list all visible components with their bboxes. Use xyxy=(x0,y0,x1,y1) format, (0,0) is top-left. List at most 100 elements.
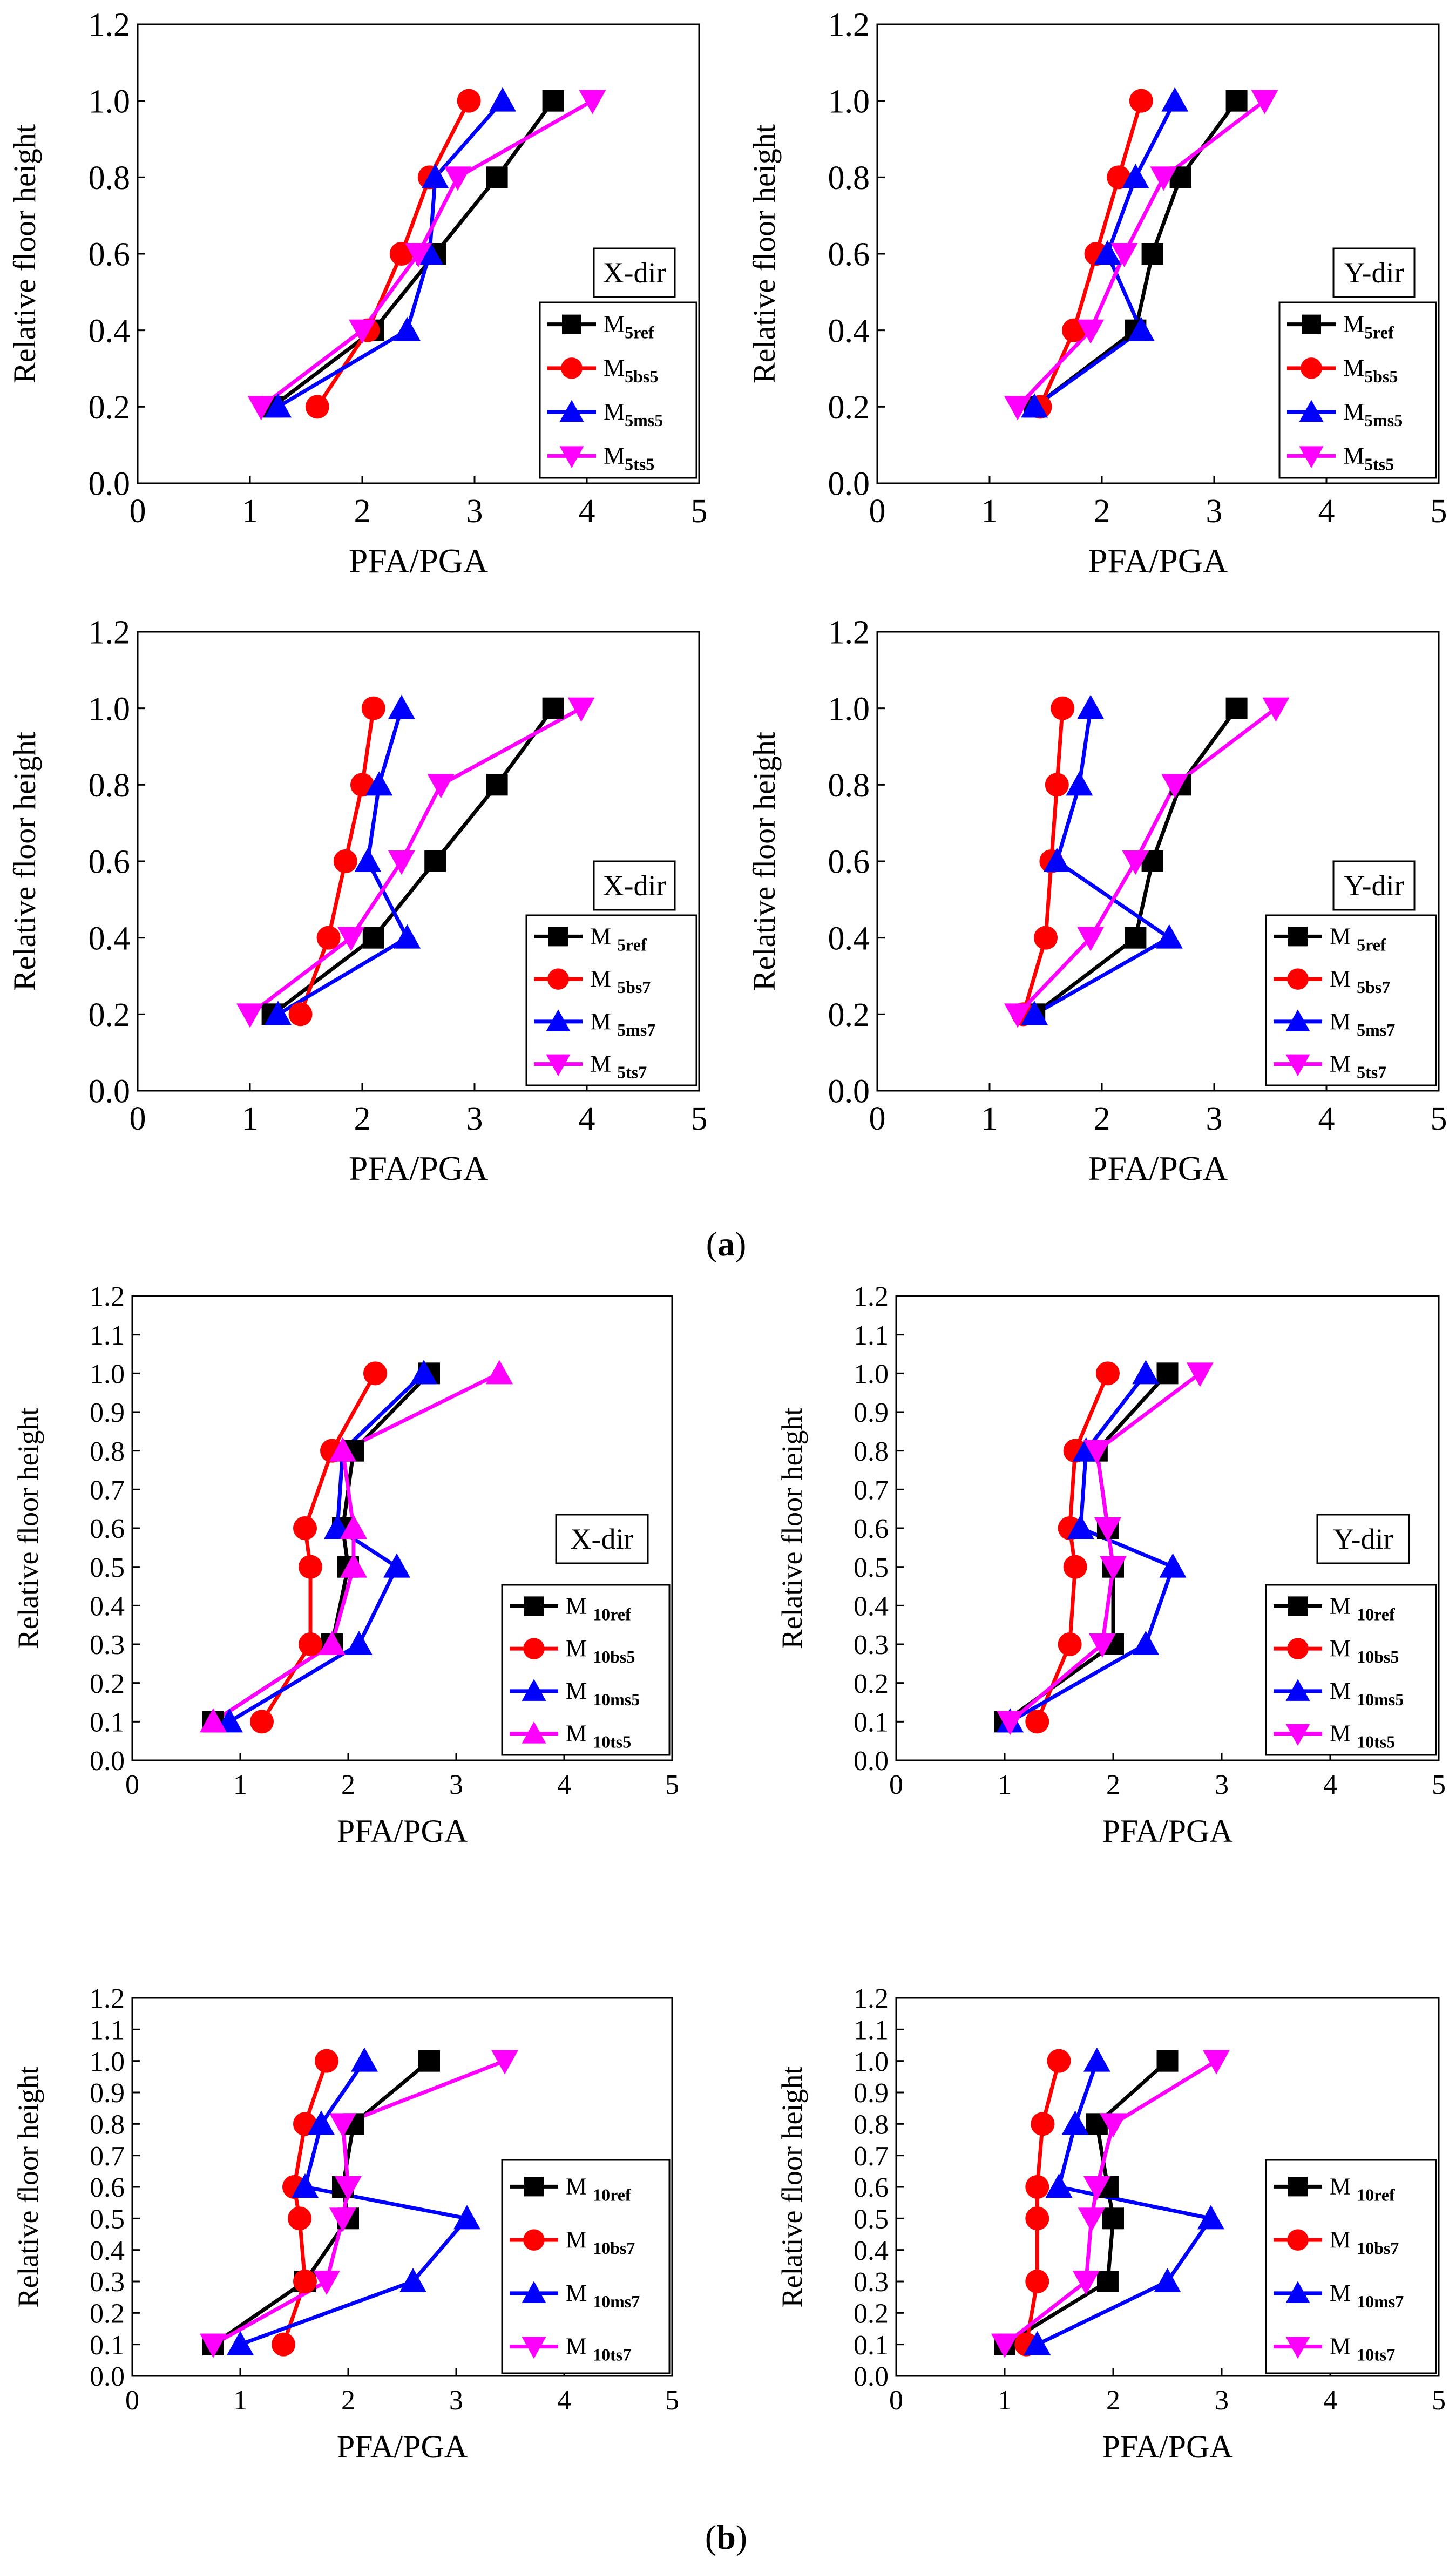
y-tick-label: 0.7 xyxy=(90,1475,125,1506)
y-tick-label: 1.0 xyxy=(89,83,131,120)
data-point-ms xyxy=(1021,393,1048,418)
data-point-ts xyxy=(1100,2113,1127,2138)
legend-label-subscript: 5ts5 xyxy=(1364,454,1394,474)
legend-label-main: M xyxy=(590,1008,617,1035)
x-tick-label: 3 xyxy=(1215,2385,1229,2416)
y-tick-label: 0.7 xyxy=(90,2141,125,2172)
legend-label-main: M xyxy=(604,399,625,425)
data-point-ms xyxy=(1161,87,1189,112)
y-tick-label: 0.3 xyxy=(854,2267,889,2298)
legend-label-subscript: 10ms7 xyxy=(1357,2292,1404,2311)
legend-marker-ts xyxy=(522,1721,546,1744)
x-tick-label: 1 xyxy=(233,2385,247,2416)
chart-panel-3: 0 1 2 3 4 5 0.0 0.2 0.4 0.6 0.8 1.0 1.2 PFA/PGA Relati… xyxy=(7,615,708,1187)
legend-label-ms: M5ms5 xyxy=(604,399,663,430)
legend-label-subscript: 5ref xyxy=(617,935,647,954)
legend-marker-ref xyxy=(1288,927,1308,947)
data-point-bs xyxy=(288,2206,311,2231)
chart-panel-8: 0 1 2 3 4 50.00.10.20.30.40.50.60.70.80.91.01… xyxy=(776,1983,1446,2465)
data-point-bs xyxy=(1058,1632,1082,1656)
legend-marker-ts xyxy=(522,2337,546,2359)
series-line-bs xyxy=(1024,2060,1061,2345)
legend-label-subscript: 5ts7 xyxy=(1357,1063,1386,1082)
y-tick-label: 0.4 xyxy=(90,2236,125,2266)
legend-label-ts: M 10ts7 xyxy=(1330,2333,1395,2365)
legend-label-subscript: 10ts7 xyxy=(1357,2345,1395,2365)
data-point-ms xyxy=(388,694,415,719)
legend-marker-bs xyxy=(523,1638,545,1659)
x-tick-label: 4 xyxy=(1318,493,1335,530)
direction-label-box xyxy=(1316,1514,1410,1564)
legend-label-ref: M 10ref xyxy=(566,1592,631,1624)
data-point-ref xyxy=(1225,697,1248,719)
x-tick-label: 0 xyxy=(130,1100,146,1137)
legend-label-main: M xyxy=(590,1051,617,1077)
legend-label-subscript: 5bs7 xyxy=(617,977,651,997)
x-tick-label: 0 xyxy=(889,1770,903,1800)
y-tick-label: 0.9 xyxy=(854,1397,889,1428)
data-point-ms xyxy=(410,1360,437,1385)
legend-label-bs: M5bs5 xyxy=(604,355,658,386)
series-line-ms xyxy=(1009,1372,1175,1724)
y-tick-label: 1.2 xyxy=(90,1281,125,1312)
data-point-ms xyxy=(227,2331,254,2355)
legend-marker-ref xyxy=(1288,1596,1308,1616)
x-tick-label: 5 xyxy=(665,1770,679,1800)
legend-label-ts: M5ts5 xyxy=(1343,442,1394,474)
data-point-ts xyxy=(313,2271,340,2295)
legend-label-ms: M 10ms7 xyxy=(1330,2280,1404,2311)
data-point-ts xyxy=(1004,1003,1031,1028)
y-tick-label: 0.4 xyxy=(89,313,131,349)
data-point-ms xyxy=(1159,1553,1187,1578)
legend-label-main: M xyxy=(604,355,625,381)
y-axis-title: Relative floor height xyxy=(747,124,782,383)
legend-label-subscript: 5ts7 xyxy=(617,1063,647,1082)
y-tick-label: 0.6 xyxy=(90,2172,125,2203)
y-tick-label: 0.0 xyxy=(854,2361,889,2392)
data-point-bs xyxy=(250,1710,274,1734)
data-point-ms xyxy=(365,771,393,796)
data-point-bs xyxy=(1034,926,1058,950)
y-axis-title: Relative floor height xyxy=(747,732,782,991)
x-tick-label: 1 xyxy=(998,1770,1012,1800)
data-point-bs xyxy=(1129,89,1153,113)
data-point-ms xyxy=(399,2268,426,2292)
y-tick-label: 0.0 xyxy=(828,1073,870,1110)
data-point-ms xyxy=(453,2205,480,2230)
data-point-ms xyxy=(1132,1360,1160,1385)
data-point-ts xyxy=(1186,1362,1214,1387)
legend-marker-ref xyxy=(562,314,581,334)
legend-label-subscript: 5ms5 xyxy=(1364,410,1403,430)
x-tick-label: 4 xyxy=(579,493,595,530)
legend-marker-ms xyxy=(522,1679,546,1701)
y-axis-title: Relative floor height xyxy=(12,2067,44,2308)
x-tick-label: 0 xyxy=(130,493,146,530)
y-tick-label: 0.6 xyxy=(90,1514,125,1544)
y-tick-label: 1.1 xyxy=(854,2015,889,2046)
chart-panel-1: 0 1 2 3 4 5 0.0 0.2 0.4 0.6 0.8 1.0 1.2 PFA/PGA Relati… xyxy=(7,7,708,580)
y-tick-label: 0.2 xyxy=(90,2299,125,2330)
data-point-bs xyxy=(1063,1555,1087,1579)
data-point-ms xyxy=(1094,240,1121,265)
legend-label-ts: M 10ts7 xyxy=(566,2333,631,2365)
series-line-ms xyxy=(239,2060,469,2346)
legend-label-main: M xyxy=(590,923,617,949)
legend-label-ts: M 10ts5 xyxy=(1330,1720,1395,1752)
data-point-ms xyxy=(265,393,292,418)
legend-label-subscript: 10ms7 xyxy=(593,2292,640,2311)
data-point-bs xyxy=(272,2332,295,2357)
direction-label-box xyxy=(593,247,676,298)
data-point-bs xyxy=(350,773,374,797)
legend-label-main: M xyxy=(1343,442,1364,469)
x-tick-label: 0 xyxy=(125,1770,139,1800)
direction-label-box xyxy=(1332,860,1416,911)
data-point-ts xyxy=(200,2333,227,2358)
data-point-bs xyxy=(1062,318,1086,342)
y-tick-label: 0.1 xyxy=(854,2330,889,2361)
x-tick-label: 5 xyxy=(1431,493,1447,530)
y-tick-label: 0.9 xyxy=(90,1397,125,1428)
y-tick-label: 0.7 xyxy=(854,1475,889,1506)
data-point-ms xyxy=(346,1631,373,1655)
legend-label-subscript: 10ts7 xyxy=(593,2345,631,2365)
